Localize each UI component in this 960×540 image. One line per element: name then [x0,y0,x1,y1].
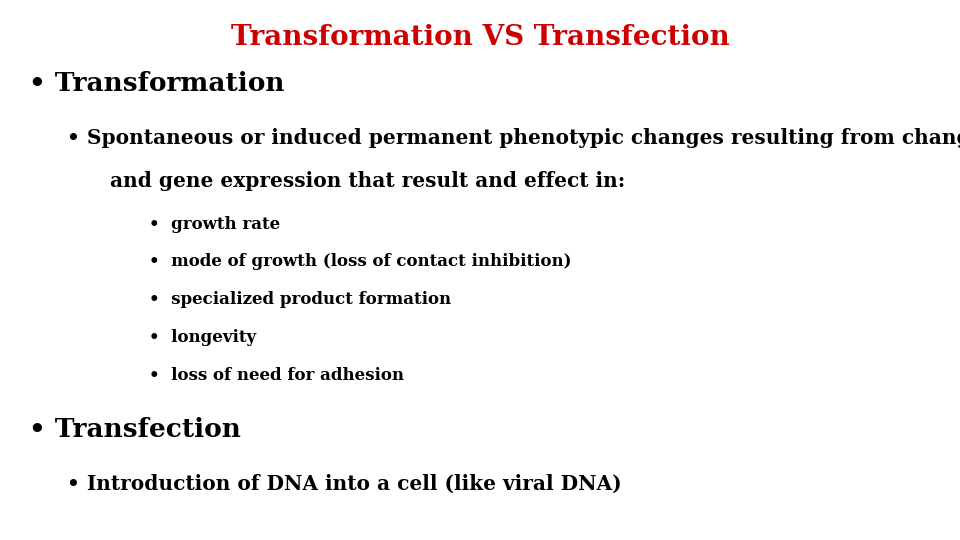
Text: •  longevity: • longevity [149,329,256,346]
Text: Transformation VS Transfection: Transformation VS Transfection [230,24,730,51]
Text: •  specialized product formation: • specialized product formation [149,291,451,308]
Text: • Spontaneous or induced permanent phenotypic changes resulting from change in D: • Spontaneous or induced permanent pheno… [67,127,960,148]
Text: • Introduction of DNA into a cell (like viral DNA): • Introduction of DNA into a cell (like … [67,473,622,494]
Text: •  loss of need for adhesion: • loss of need for adhesion [149,367,404,384]
Text: and gene expression that result and effect in:: and gene expression that result and effe… [110,171,626,191]
Text: •  growth rate: • growth rate [149,215,280,233]
Text: • Transfection: • Transfection [29,417,241,442]
Text: •  mode of growth (loss of contact inhibition): • mode of growth (loss of contact inhibi… [149,253,571,271]
Text: • Transformation: • Transformation [29,71,284,96]
